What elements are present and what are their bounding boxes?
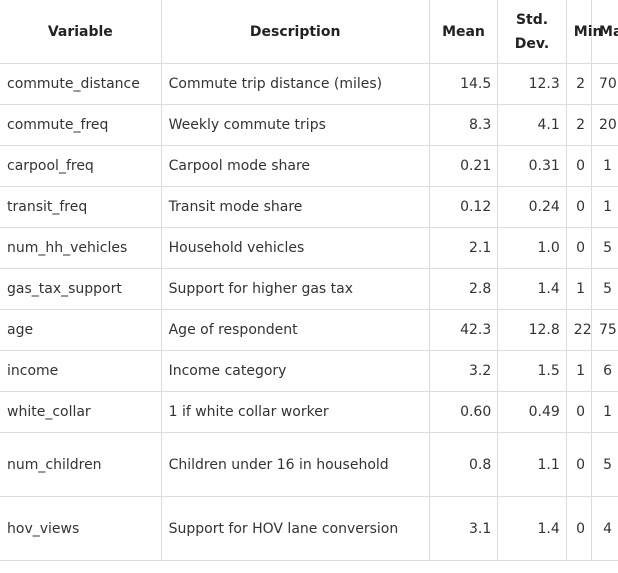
table-row: commute_freq Weekly commute trips 8.3 4.… <box>0 104 618 146</box>
header-min: Min <box>565 0 602 64</box>
mean-cell: 0.21 <box>428 145 499 187</box>
max-cell: 5 <box>591 432 618 497</box>
min-cell: 0 <box>565 391 593 433</box>
min-cell: 0 <box>565 432 593 497</box>
variable-cell: commute_freq <box>0 104 162 146</box>
std-dev-cell: 0.24 <box>497 186 567 228</box>
variable-cell: gas_tax_support <box>0 268 162 310</box>
table-row: num_hh_vehicles Household vehicles 2.1 1… <box>0 227 618 269</box>
min-cell: 2 <box>565 104 593 146</box>
min-cell: 0 <box>565 496 593 561</box>
min-cell: 0 <box>565 145 593 187</box>
mean-cell: 3.2 <box>428 350 499 392</box>
max-cell: 1 <box>591 186 618 228</box>
table-row: num_children Children under 16 in househ… <box>0 432 618 497</box>
min-cell: 1 <box>565 268 593 310</box>
mean-cell: 2.1 <box>428 227 499 269</box>
variable-cell: commute_distance <box>0 63 162 105</box>
max-cell: 20 <box>591 104 618 146</box>
variable-cell: white_collar <box>0 391 162 433</box>
variable-cell: transit_freq <box>0 186 162 228</box>
variable-cell: num_hh_vehicles <box>0 227 162 269</box>
description-cell: Income category <box>160 350 430 392</box>
max-cell: 70 <box>591 63 618 105</box>
min-cell: 1 <box>565 350 593 392</box>
summary-statistics-table: Variable Description Mean Std. Dev. Min … <box>0 0 618 561</box>
std-dev-cell: 12.8 <box>497 309 567 351</box>
mean-cell: 14.5 <box>428 63 499 105</box>
mean-cell: 0.12 <box>428 186 499 228</box>
max-cell: 5 <box>591 268 618 310</box>
std-dev-cell: 0.31 <box>497 145 567 187</box>
table-row: commute_distance Commute trip distance (… <box>0 63 618 105</box>
min-cell: 0 <box>565 227 593 269</box>
description-cell: Support for HOV lane conversion <box>160 496 430 561</box>
std-dev-cell: 1.4 <box>497 268 567 310</box>
min-cell: 2 <box>565 63 593 105</box>
min-cell: 22 <box>565 309 593 351</box>
header-std-dev: Std. Dev. <box>497 0 567 64</box>
table-row: hov_views Support for HOV lane conversio… <box>0 496 618 561</box>
std-dev-cell: 0.49 <box>497 391 567 433</box>
table-row: transit_freq Transit mode share 0.12 0.2… <box>0 186 618 228</box>
min-cell: 0 <box>565 186 593 228</box>
description-cell: Age of respondent <box>160 309 430 351</box>
variable-cell: num_children <box>0 432 162 497</box>
mean-cell: 3.1 <box>428 496 499 561</box>
std-dev-cell: 1.5 <box>497 350 567 392</box>
mean-cell: 8.3 <box>428 104 499 146</box>
mean-cell: 42.3 <box>428 309 499 351</box>
description-cell: Weekly commute trips <box>160 104 430 146</box>
description-cell: Support for higher gas tax <box>160 268 430 310</box>
mean-cell: 2.8 <box>428 268 499 310</box>
table-row: white_collar 1 if white collar worker 0.… <box>0 391 618 433</box>
description-cell: 1 if white collar worker <box>160 391 430 433</box>
header-row: Variable Description Mean Std. Dev. Min … <box>0 0 618 64</box>
max-cell: 6 <box>591 350 618 392</box>
header-mean: Mean <box>428 0 499 64</box>
variable-cell: age <box>0 309 162 351</box>
variable-cell: carpool_freq <box>0 145 162 187</box>
table-row: gas_tax_support Support for higher gas t… <box>0 268 618 310</box>
std-dev-cell: 12.3 <box>497 63 567 105</box>
description-cell: Transit mode share <box>160 186 430 228</box>
table-row: age Age of respondent 42.3 12.8 22 75 <box>0 309 618 351</box>
std-dev-cell: 1.0 <box>497 227 567 269</box>
variable-cell: income <box>0 350 162 392</box>
max-cell: 4 <box>591 496 618 561</box>
mean-cell: 0.8 <box>428 432 499 497</box>
description-cell: Children under 16 in household <box>160 432 430 497</box>
std-dev-cell: 1.1 <box>497 432 567 497</box>
max-cell: 75 <box>591 309 618 351</box>
header-variable: Variable <box>0 0 162 64</box>
description-cell: Commute trip distance (miles) <box>160 63 430 105</box>
mean-cell: 0.60 <box>428 391 499 433</box>
table-row: income Income category 3.2 1.5 1 6 <box>0 350 618 392</box>
max-cell: 1 <box>591 391 618 433</box>
header-description: Description <box>160 0 430 64</box>
max-cell: 1 <box>591 145 618 187</box>
header-max: Max <box>591 0 618 64</box>
description-cell: Carpool mode share <box>160 145 430 187</box>
std-dev-cell: 1.4 <box>497 496 567 561</box>
description-cell: Household vehicles <box>160 227 430 269</box>
std-dev-cell: 4.1 <box>497 104 567 146</box>
max-cell: 5 <box>591 227 618 269</box>
table-row: carpool_freq Carpool mode share 0.21 0.3… <box>0 145 618 187</box>
variable-cell: hov_views <box>0 496 162 561</box>
